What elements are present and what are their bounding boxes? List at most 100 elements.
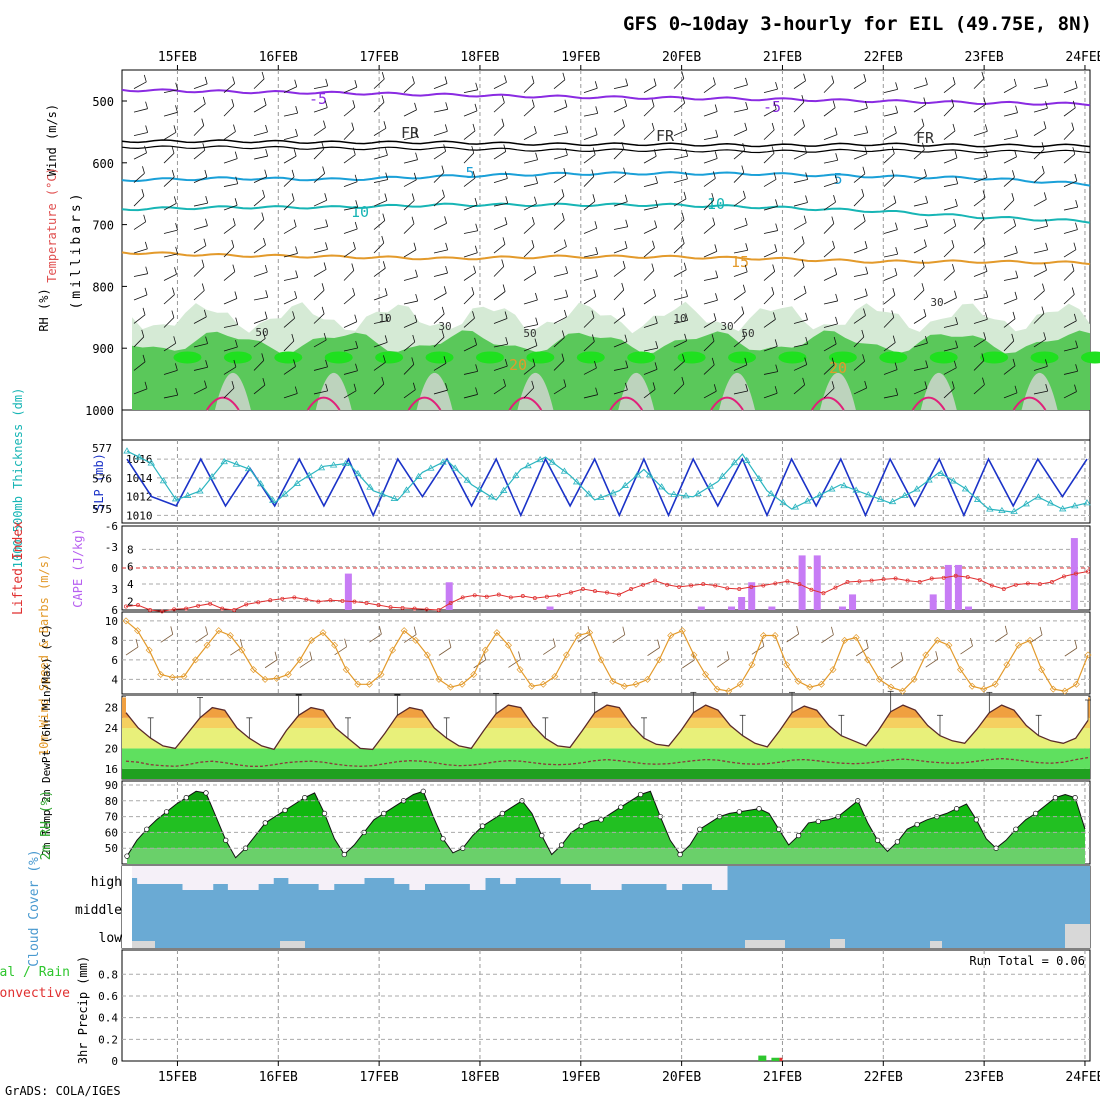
wind-barb-flag bbox=[982, 237, 986, 245]
panel-frame-4 bbox=[121, 611, 1091, 695]
temp-mask bbox=[126, 696, 1088, 750]
thickness-marker bbox=[402, 486, 411, 493]
thickness-marker bbox=[621, 481, 629, 488]
wind-barb bbox=[853, 80, 867, 89]
wind-barb-flag bbox=[742, 190, 746, 199]
wind-barb bbox=[943, 205, 958, 211]
wind-barb-flag bbox=[984, 170, 988, 178]
wind-barb-flag bbox=[385, 313, 389, 321]
wind-barb-flag bbox=[443, 356, 447, 364]
li-marker bbox=[833, 585, 838, 590]
wind-barb bbox=[973, 177, 988, 183]
temperature-contour bbox=[121, 171, 1091, 187]
wind10-barb-flag bbox=[135, 638, 139, 648]
wind10-marker bbox=[968, 682, 976, 690]
cloud-high-gap bbox=[273, 866, 289, 878]
date-label-top: 15FEB bbox=[158, 50, 197, 65]
wind-barb bbox=[613, 341, 628, 348]
surface-contour bbox=[205, 396, 240, 411]
wind-barb bbox=[343, 248, 356, 258]
cloud-low-gap bbox=[745, 940, 785, 948]
date-label-top: 16FEB bbox=[259, 50, 298, 65]
wind-barb bbox=[193, 290, 205, 301]
cape-bar bbox=[728, 606, 736, 610]
wind-barb bbox=[1003, 365, 1016, 375]
wind-barb bbox=[913, 315, 927, 324]
wind-barb bbox=[643, 129, 655, 140]
cloud-high-gap bbox=[515, 866, 531, 878]
wind-barb-flag bbox=[264, 169, 268, 177]
wind-barb-flag bbox=[894, 267, 898, 276]
wind-barb-flag bbox=[834, 267, 838, 275]
cloud-high-gap bbox=[409, 866, 425, 890]
wind-barb bbox=[163, 229, 178, 234]
wind-barb-flag bbox=[475, 223, 479, 231]
cape-tick: 6 bbox=[127, 561, 134, 574]
wind-barb bbox=[823, 343, 837, 352]
wind-barb-flag bbox=[624, 240, 628, 249]
wind-barb bbox=[1033, 269, 1047, 277]
wind-barb-flag bbox=[384, 288, 388, 296]
wind-barb-flag bbox=[832, 240, 835, 248]
precip-ylabel: 3hr Precip (mm) bbox=[76, 956, 90, 1064]
rh-moist-patch bbox=[576, 351, 605, 364]
surface-contour bbox=[810, 396, 845, 411]
wind-barb bbox=[223, 83, 235, 93]
wind-barb bbox=[643, 322, 658, 328]
wind-barb bbox=[1063, 370, 1078, 375]
wind-barb-flag bbox=[984, 124, 988, 132]
wind-barb-flag bbox=[501, 259, 505, 267]
thickness-marker bbox=[536, 455, 544, 463]
profile-ytick: 800 bbox=[92, 280, 114, 294]
wind-barb bbox=[463, 344, 477, 352]
wind-barb-flag bbox=[204, 76, 208, 85]
wind-barb bbox=[583, 227, 598, 234]
wind-barb bbox=[373, 242, 385, 254]
rh-marker bbox=[1032, 810, 1039, 817]
wind-barb bbox=[643, 389, 656, 399]
wind-barb-flag bbox=[171, 169, 175, 178]
wind-barb-flag bbox=[385, 172, 389, 180]
thickness-marker bbox=[1083, 499, 1091, 506]
wind-barb bbox=[193, 103, 206, 113]
profile-ylabel-wind: Wind (m/s) bbox=[45, 104, 59, 176]
wind10-marker bbox=[910, 675, 918, 683]
wind-barb-flag bbox=[325, 78, 329, 86]
wind-barb bbox=[733, 129, 747, 136]
wind10-marker bbox=[783, 661, 791, 669]
wind10-barb bbox=[125, 646, 139, 656]
wind-barb bbox=[493, 266, 505, 277]
wind-barb bbox=[973, 244, 986, 254]
wind10-marker bbox=[562, 651, 570, 659]
wind-barb-flag bbox=[382, 261, 386, 269]
wind-barb bbox=[643, 182, 658, 187]
thickness-marker bbox=[390, 494, 399, 501]
wind-barb-flag bbox=[891, 169, 895, 177]
wind-barb bbox=[493, 244, 506, 254]
wind-barb-flag bbox=[173, 336, 177, 344]
wind-barb-flag bbox=[684, 333, 687, 341]
wind-barb bbox=[793, 243, 805, 254]
contour-label: 30 bbox=[438, 320, 451, 333]
contour-label: 10 bbox=[351, 203, 369, 221]
temperature-contour bbox=[121, 88, 1091, 107]
wind-barb bbox=[193, 202, 208, 207]
wind-barb bbox=[553, 386, 567, 395]
wind-barb bbox=[343, 129, 355, 140]
wind-barb-flag bbox=[325, 219, 329, 227]
wind-barb-flag bbox=[502, 237, 506, 245]
cloud-high-gap bbox=[711, 866, 728, 890]
wind-barb bbox=[313, 127, 326, 136]
wind-barb-flag bbox=[594, 81, 598, 89]
wind-barb-flag bbox=[471, 286, 475, 295]
rh-marker bbox=[894, 839, 901, 845]
wind-barb bbox=[493, 343, 508, 348]
wind-barb bbox=[1063, 270, 1075, 281]
wind-barb bbox=[133, 388, 148, 395]
wind-barb-flag bbox=[1044, 359, 1048, 367]
wind-barb bbox=[883, 253, 898, 258]
wind-barb bbox=[703, 364, 715, 375]
wind-barb bbox=[283, 277, 298, 281]
thickness-marker bbox=[196, 487, 204, 494]
wind-barb bbox=[223, 183, 238, 187]
